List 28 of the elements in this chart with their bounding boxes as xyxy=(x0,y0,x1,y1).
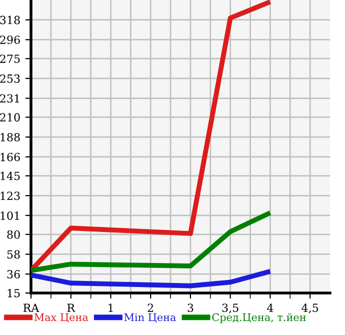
x-tick-label: RA xyxy=(23,304,40,312)
y-tick-label: 80 xyxy=(7,230,20,239)
x-tick-label: 1 xyxy=(108,304,113,312)
line-series xyxy=(31,210,273,273)
line-series xyxy=(31,268,273,288)
y-tick-label: 210 xyxy=(0,113,20,122)
y-tick-label: 101 xyxy=(0,211,20,220)
legend-label: Сред.Цена, т.йен xyxy=(212,313,306,324)
legend-label: Max Цена xyxy=(34,313,88,323)
legend-label: Min Цена xyxy=(124,313,176,323)
y-tick-label: 36 xyxy=(7,270,20,278)
x-tick-label: 4,5 xyxy=(302,304,318,314)
y-tick-label: 253 xyxy=(0,74,20,83)
y-tick-label: 318 xyxy=(0,16,20,24)
y-tick-label: 145 xyxy=(0,172,20,180)
y-tick-label: 58 xyxy=(7,250,20,259)
x-tick-label: 3 xyxy=(188,304,194,312)
y-tick-label: 123 xyxy=(0,192,20,200)
y-tick-label: 296 xyxy=(0,36,20,44)
y-tick-label: 166 xyxy=(0,152,20,162)
y-tick-label: 188 xyxy=(0,133,20,142)
y-tick-label: 231 xyxy=(0,94,20,103)
y-tick-label: 15 xyxy=(8,288,20,298)
x-tick-label: R xyxy=(67,304,76,312)
x-tick-label: 3,5 xyxy=(222,304,238,314)
x-tick-label: 2 xyxy=(148,304,154,312)
x-tick-label: 4 xyxy=(267,304,274,312)
y-tick-label: 275 xyxy=(0,54,20,63)
